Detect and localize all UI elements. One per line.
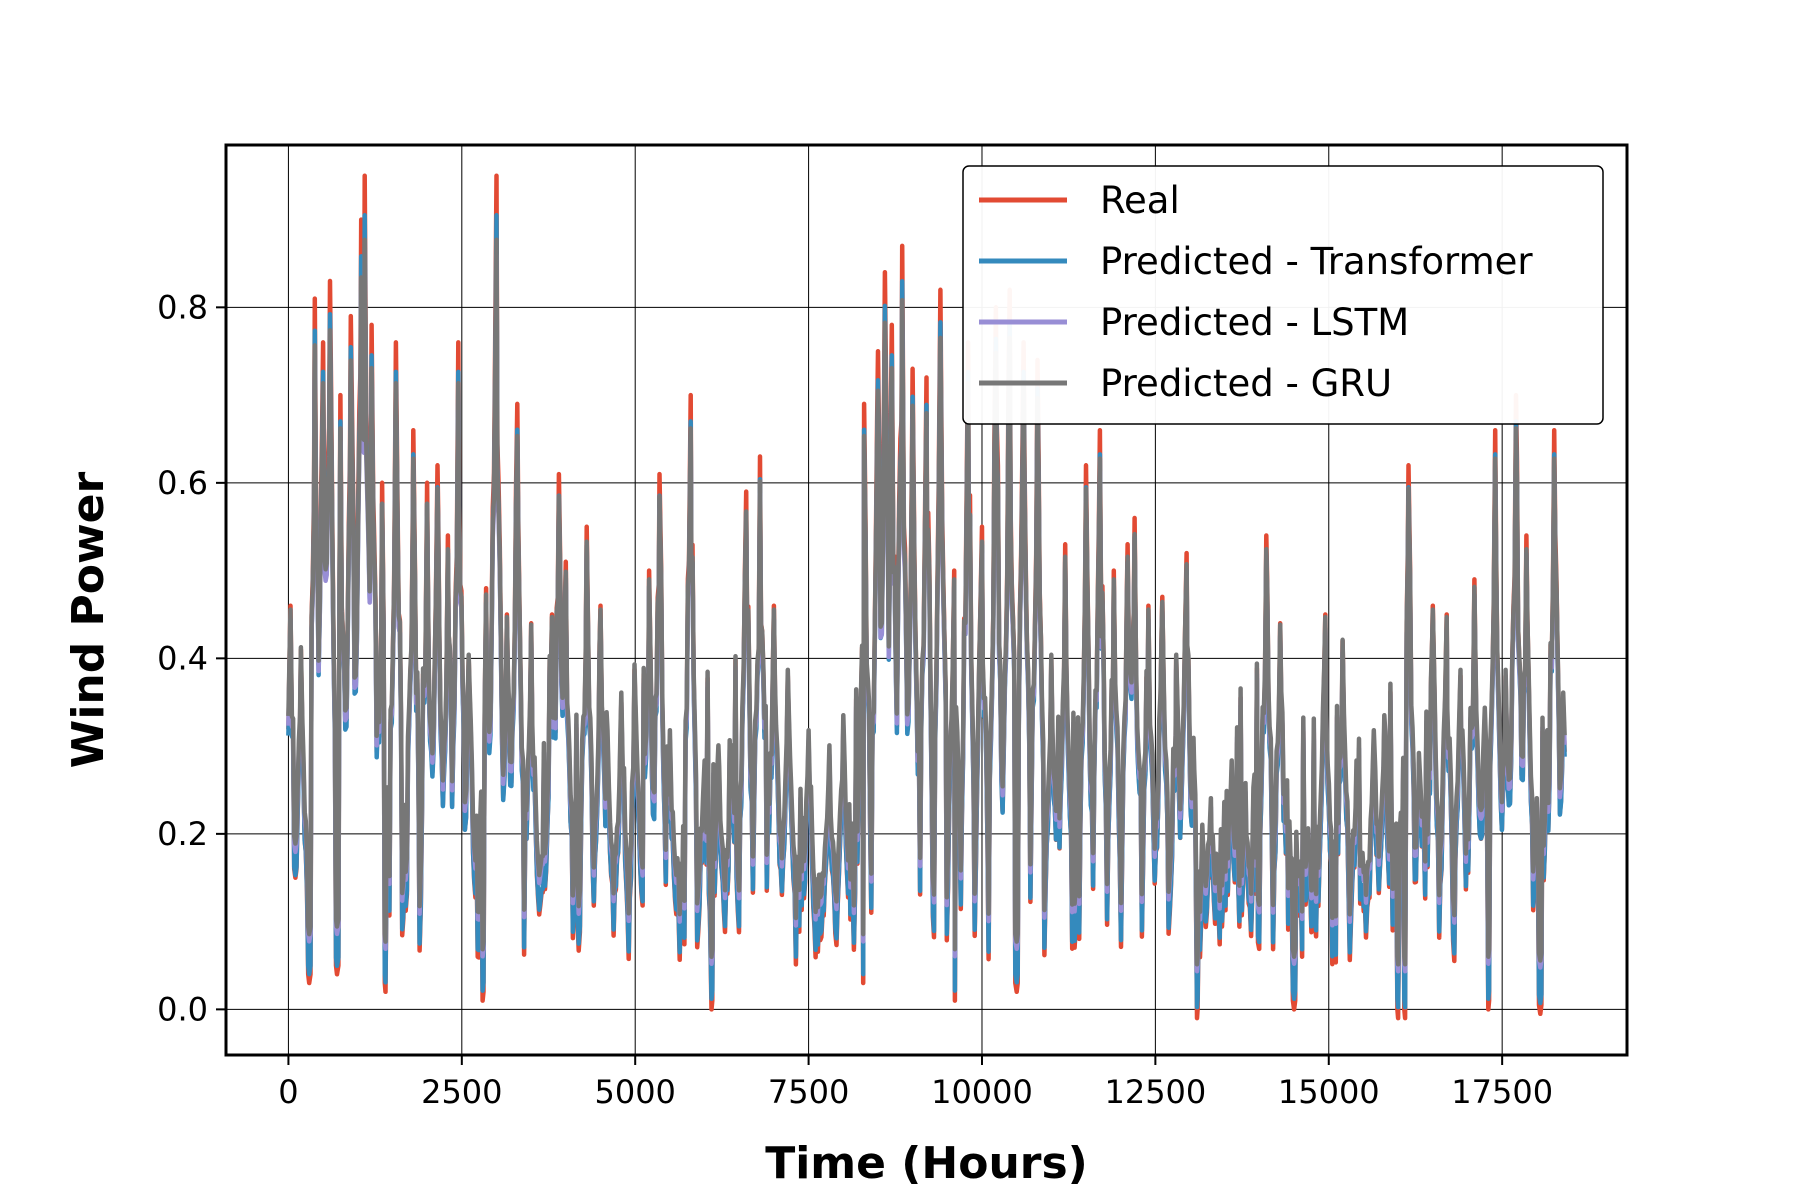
legend-label: Real [1100,179,1180,222]
x-tick-label: 17500 [1451,1073,1553,1111]
legend-label: Predicted - GRU [1100,362,1392,405]
legend-label: Predicted - LSTM [1100,301,1409,344]
x-tick-label: 2500 [421,1073,502,1111]
x-tick-label: 7500 [768,1073,849,1111]
x-axis-label: Time (Hours) [765,1138,1088,1189]
x-tick-label: 0 [278,1073,298,1111]
x-tick-label: 12500 [1104,1073,1206,1111]
x-tick-label: 10000 [931,1073,1033,1111]
x-tick-label: 5000 [594,1073,675,1111]
y-tick-label: 0.6 [157,464,208,502]
x-tick-label: 15000 [1278,1073,1380,1111]
y-tick-label: 0.2 [157,815,208,853]
y-axis-label: Wind Power [63,471,114,768]
y-tick-label: 0.4 [157,639,208,677]
legend: Real Predicted - Transformer Predicted - L… [963,166,1603,424]
y-tick-label: 0.8 [157,288,208,326]
y-tick-label: 0.0 [157,990,208,1028]
legend-label: Predicted - Transformer [1100,240,1533,283]
